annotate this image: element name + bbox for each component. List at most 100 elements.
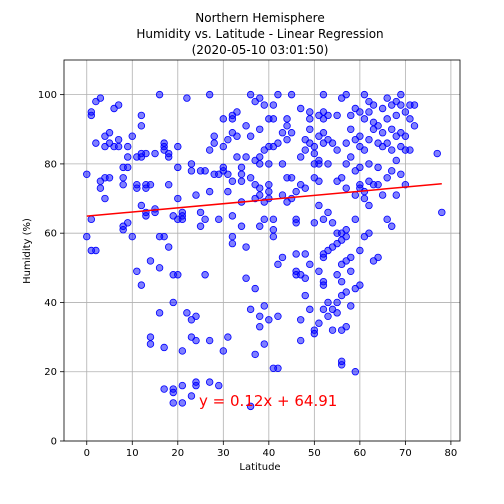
data-point-46	[142, 212, 150, 220]
data-point-331	[374, 122, 382, 130]
data-point-216	[301, 146, 309, 154]
data-point-129	[228, 212, 237, 220]
data-point-167	[260, 302, 268, 310]
y-tick-label-1: 20	[44, 367, 57, 378]
data-point-147	[246, 305, 255, 314]
data-point-112	[210, 132, 218, 140]
data-point-64	[160, 232, 168, 241]
data-points	[83, 90, 446, 411]
data-point-239	[315, 201, 323, 210]
data-point-29	[124, 163, 132, 172]
data-point-162	[256, 160, 264, 168]
data-point-51	[146, 333, 155, 341]
data-point-322	[365, 160, 373, 168]
data-point-134	[233, 153, 241, 161]
data-point-141	[242, 274, 250, 282]
data-point-308	[356, 163, 364, 172]
grid	[64, 60, 460, 442]
data-point-195	[283, 122, 291, 130]
data-point-200	[287, 129, 296, 137]
data-point-210	[296, 153, 305, 161]
data-point-170	[260, 215, 268, 224]
data-point-138	[237, 222, 246, 230]
data-point-146	[246, 174, 255, 182]
data-point-242	[319, 90, 328, 99]
data-point-58	[155, 90, 164, 99]
data-point-194	[283, 115, 291, 123]
chart-title-line-2: Humidity vs. Latitude - Linear Regressio…	[136, 27, 383, 41]
data-point-233	[310, 329, 319, 338]
data-point-52	[146, 340, 155, 348]
data-point-123	[224, 187, 232, 196]
data-point-100	[196, 208, 205, 217]
data-point-191	[278, 160, 287, 168]
data-point-294	[347, 153, 355, 161]
data-point-111	[210, 139, 218, 147]
plot-frame	[63, 59, 461, 442]
data-point-365	[406, 115, 414, 123]
regression-line	[86, 183, 442, 217]
data-point-16	[105, 129, 114, 137]
data-point-237	[315, 160, 323, 168]
data-point-164	[256, 125, 264, 133]
data-point-50	[146, 257, 155, 265]
data-point-213	[296, 316, 305, 324]
data-point-28	[119, 174, 127, 182]
data-point-304	[351, 368, 360, 376]
data-point-201	[287, 174, 296, 182]
data-point-142	[242, 153, 250, 161]
data-point-228	[310, 149, 319, 158]
data-point-361	[401, 132, 410, 140]
data-point-325	[365, 229, 373, 237]
data-point-336	[378, 104, 387, 113]
data-point-317	[360, 194, 369, 203]
data-point-81	[174, 271, 182, 279]
data-point-128	[228, 232, 237, 241]
data-point-93	[187, 167, 196, 175]
data-point-282	[337, 361, 346, 369]
data-point-125	[224, 333, 232, 341]
axis-ticks: 0 10 20 30 40 50 60 70 80 0 20 40 60 80 100	[38, 90, 457, 459]
data-point-75	[169, 298, 177, 307]
data-point-72	[169, 399, 177, 407]
data-point-95	[192, 191, 200, 199]
x-tick-label-1: 10	[126, 448, 139, 459]
data-point-108	[205, 146, 214, 154]
data-point-260	[328, 139, 337, 147]
data-point-342	[383, 139, 391, 147]
data-point-32	[124, 142, 132, 151]
regression-equation: y = 0.12x + 64.91	[199, 392, 337, 410]
data-point-67	[164, 180, 173, 189]
data-point-238	[315, 177, 323, 185]
data-point-287	[342, 226, 350, 234]
data-point-355	[397, 90, 405, 99]
data-point-17	[105, 174, 114, 182]
x-tick-label-8: 80	[445, 448, 458, 459]
data-point-89	[183, 309, 191, 317]
data-point-99	[192, 336, 200, 345]
data-point-288	[342, 232, 350, 241]
data-point-218	[301, 250, 309, 258]
data-point-321	[365, 135, 373, 144]
data-point-83	[178, 208, 187, 217]
data-point-359	[397, 170, 405, 178]
data-point-255	[324, 160, 332, 168]
data-point-106	[205, 90, 214, 99]
data-point-159	[256, 312, 264, 321]
data-point-155	[251, 350, 259, 359]
data-point-56	[151, 149, 159, 158]
data-point-43	[137, 201, 146, 210]
data-point-30	[124, 219, 132, 227]
data-point-90	[187, 160, 196, 168]
data-point-305	[356, 108, 364, 116]
data-point-6	[92, 246, 100, 255]
data-point-202	[287, 194, 296, 203]
data-point-110	[205, 378, 214, 386]
data-point-163	[256, 222, 264, 230]
data-point-274	[337, 174, 346, 182]
data-point-198	[283, 135, 291, 144]
data-point-2	[87, 215, 96, 224]
data-point-227	[310, 142, 319, 151]
chart-title-line-3: (2020-05-10 03:01:50)	[192, 43, 329, 57]
y-tick-label-4: 80	[44, 159, 57, 170]
